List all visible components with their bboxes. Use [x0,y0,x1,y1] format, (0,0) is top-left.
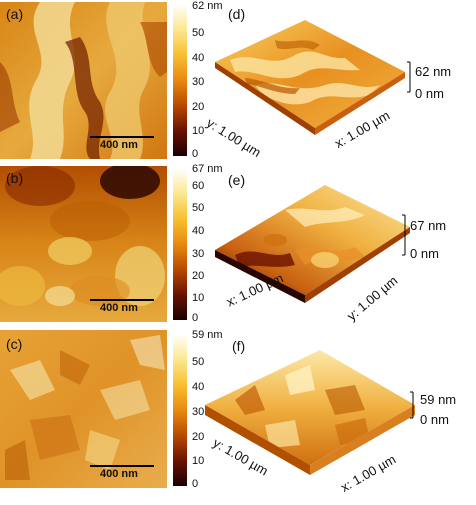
colorbar-a [173,4,187,156]
colorbar-c-tick-20: 20 [192,431,205,443]
z-axis-min-e: 0 nm [410,246,439,261]
colorbar-c-tick-30: 30 [192,406,205,418]
panel-label-d: (d) [228,6,246,22]
panel-label-b: (b) [6,170,24,186]
scale-bar-a [90,136,154,138]
colorbar-a-tick-30: 30 [192,76,205,88]
colorbar-c-tick-10: 10 [192,455,205,467]
z-axis-min-f: 0 nm [420,412,449,427]
scale-bar-b [90,299,154,301]
panel-label-f: (f) [232,338,246,354]
colorbar-c-tick-50: 50 [192,356,205,368]
colorbar-a-tick-10: 10 [192,125,205,137]
afm-image-b [0,166,167,322]
colorbar-c-tick-40: 40 [192,381,205,393]
afm-image-a [0,2,167,159]
afm-image-c [0,330,167,488]
panel-label-a: (a) [6,6,24,22]
colorbar-b-tick-max: 67 nm [192,163,223,175]
colorbar-c-tick-max: 59 nm [192,329,223,341]
scale-bar-text-c: 400 nm [100,468,138,480]
scale-bar-c [90,465,154,467]
panel-label-c: (c) [6,336,23,352]
colorbar-b-tick-60: 60 [192,180,205,192]
colorbar-b-tick-30: 30 [192,248,205,260]
colorbar-b [173,168,187,320]
afm-3d-surface-d [195,0,476,165]
colorbar-c-tick-0: 0 [192,478,199,490]
scale-bar-text-b: 400 nm [100,302,138,314]
colorbar-b-tick-0: 0 [192,312,199,324]
z-axis-max-f: 59 nm [420,392,457,407]
colorbar-b-tick-40: 40 [192,225,205,237]
panel-label-e: (e) [228,172,246,188]
colorbar-b-tick-10: 10 [192,292,205,304]
scale-bar-text-a: 400 nm [100,139,138,151]
z-axis-max-d: 62 nm [415,64,452,79]
colorbar-a-tick-max: 62 nm [192,0,223,12]
colorbar-a-tick-40: 40 [192,52,205,64]
z-axis-max-e: 67 nm [410,218,447,233]
colorbar-a-tick-20: 20 [192,101,205,113]
afm-3d-surface-f [195,330,476,500]
colorbar-c [173,334,187,486]
colorbar-b-tick-20: 20 [192,270,205,282]
afm-3d-surface-e [195,165,476,335]
z-axis-min-d: 0 nm [415,86,444,101]
colorbar-a-tick-0: 0 [192,148,199,160]
colorbar-b-tick-50: 50 [192,202,205,214]
colorbar-a-tick-50: 50 [192,27,205,39]
